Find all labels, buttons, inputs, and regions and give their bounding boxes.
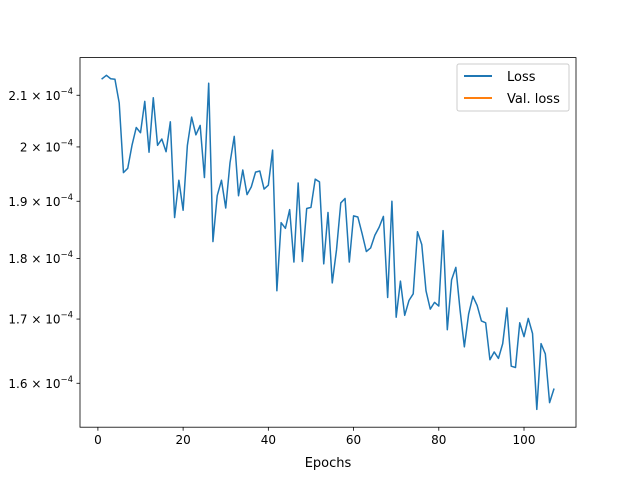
x-tick-label: 0: [94, 433, 102, 447]
y-tick-label: 2.1 × 10−4: [8, 87, 73, 103]
x-axis-ticks: 0 20 40 60 80 100: [94, 427, 535, 447]
y-tick-label: 1.6 × 10−4: [8, 375, 73, 391]
x-tick-label: 100: [513, 433, 536, 447]
legend-loss-label: Loss: [507, 70, 536, 85]
plot-frame: [79, 57, 577, 428]
y-tick-label: 1.7 × 10−4: [8, 311, 73, 327]
loss-line: [101, 74, 555, 411]
x-tick-label: 60: [346, 433, 361, 447]
series-layer: [101, 74, 555, 411]
x-tick-label: 20: [175, 433, 190, 447]
y-tick-label: 1.8 × 10−4: [8, 250, 73, 266]
x-axis-label: Epochs: [305, 456, 352, 471]
y-tick-label: 2 × 10−4: [20, 138, 73, 154]
x-tick-label: 40: [261, 433, 276, 447]
legend-val-loss-label: Val. loss: [507, 92, 560, 107]
y-axis-ticks: 1.6 × 10−4 1.7 × 10−4 1.8 × 10−4 1.9 × 10−4…: [8, 87, 80, 391]
y-tick-label: 1.9 × 10−4: [8, 193, 73, 209]
legend: Loss Val. loss: [456, 63, 570, 112]
x-tick-label: 80: [431, 433, 446, 447]
